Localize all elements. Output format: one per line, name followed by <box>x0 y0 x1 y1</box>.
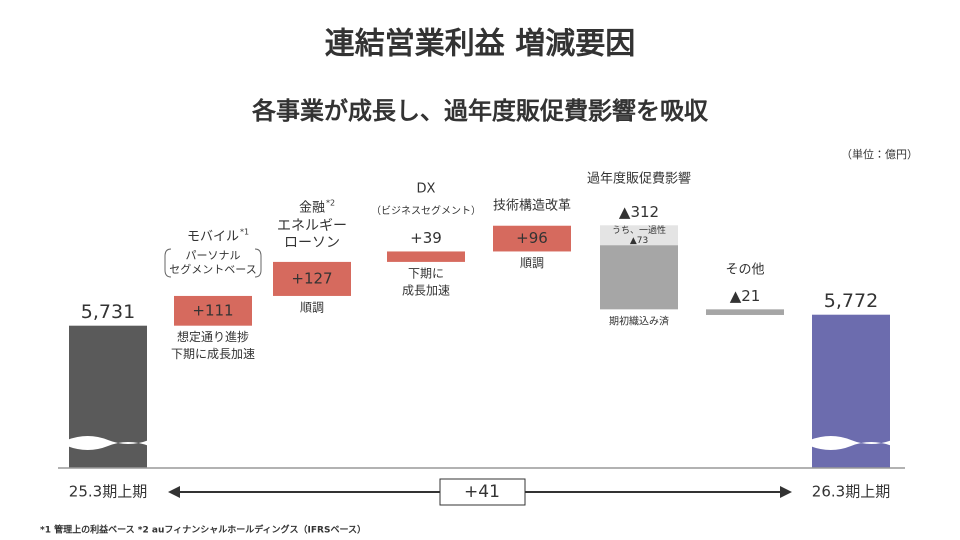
category-sublabel: （ビジネスセグメント） <box>371 204 481 217</box>
difference-label: +41 <box>464 482 500 502</box>
category-sublabel: ローソン <box>284 235 340 251</box>
value-label: +111 <box>192 301 233 319</box>
footnote: *1 管理上の利益ベース *2 auフィナンシャルホールディングス（IFRSベー… <box>40 524 366 536</box>
value-label: 5,772 <box>824 290 878 312</box>
category-sublabel: パーソナル <box>186 249 241 262</box>
category-mark: *2 <box>326 199 335 208</box>
bar <box>493 225 571 252</box>
category-label: その他 <box>725 263 764 278</box>
bar-note: 期初織込み済 <box>609 314 669 327</box>
bar-note: 下期に <box>408 266 444 280</box>
arrow-head <box>168 486 180 498</box>
value-label: +39 <box>410 229 442 247</box>
value-label: +96 <box>516 229 548 247</box>
value-label: +127 <box>291 269 332 287</box>
bar <box>273 261 351 296</box>
value-label: ▲312 <box>619 203 659 221</box>
breakdown-value: ▲73 <box>630 236 648 246</box>
x-tick-label: 25.3期上期 <box>69 483 147 501</box>
category-label: モバイル <box>187 230 239 245</box>
category-label: DX <box>417 182 436 197</box>
bracket <box>164 248 172 278</box>
bar <box>174 295 252 326</box>
bar-note: 順調 <box>520 256 544 270</box>
bracket <box>254 248 262 278</box>
bar <box>387 251 465 262</box>
category-label: 過年度販促費影響 <box>587 171 691 187</box>
bar-note: 下期に成長加速 <box>171 347 255 361</box>
breakdown-segment <box>600 225 678 246</box>
unit-label: （単位：億円） <box>841 147 918 161</box>
bar-note: 想定通り進捗 <box>177 329 249 344</box>
value-label: 5,731 <box>81 301 135 323</box>
category-label: 金融 <box>299 201 325 216</box>
category-sublabel: エネルギー <box>277 218 347 234</box>
value-label: ▲21 <box>730 287 761 305</box>
breakdown-label: うち、一過性 <box>612 224 666 236</box>
category-label: 技術構造改革 <box>493 198 571 214</box>
bar-note: 成長加速 <box>402 283 450 297</box>
category-mark: *1 <box>240 228 249 237</box>
bar-note: 順調 <box>300 300 324 314</box>
category-sublabel: セグメントベース <box>169 262 256 276</box>
bar <box>706 309 784 315</box>
x-tick-label: 26.3期上期 <box>812 483 890 501</box>
axis-break <box>810 436 892 450</box>
subtitle: 各事業が成長し、過年度販促費影響を吸収 <box>251 97 709 125</box>
arrow-head <box>780 486 792 498</box>
difference-box <box>439 478 526 506</box>
axis-break <box>67 436 149 450</box>
title: 連結営業利益 増減要因 <box>325 27 635 62</box>
